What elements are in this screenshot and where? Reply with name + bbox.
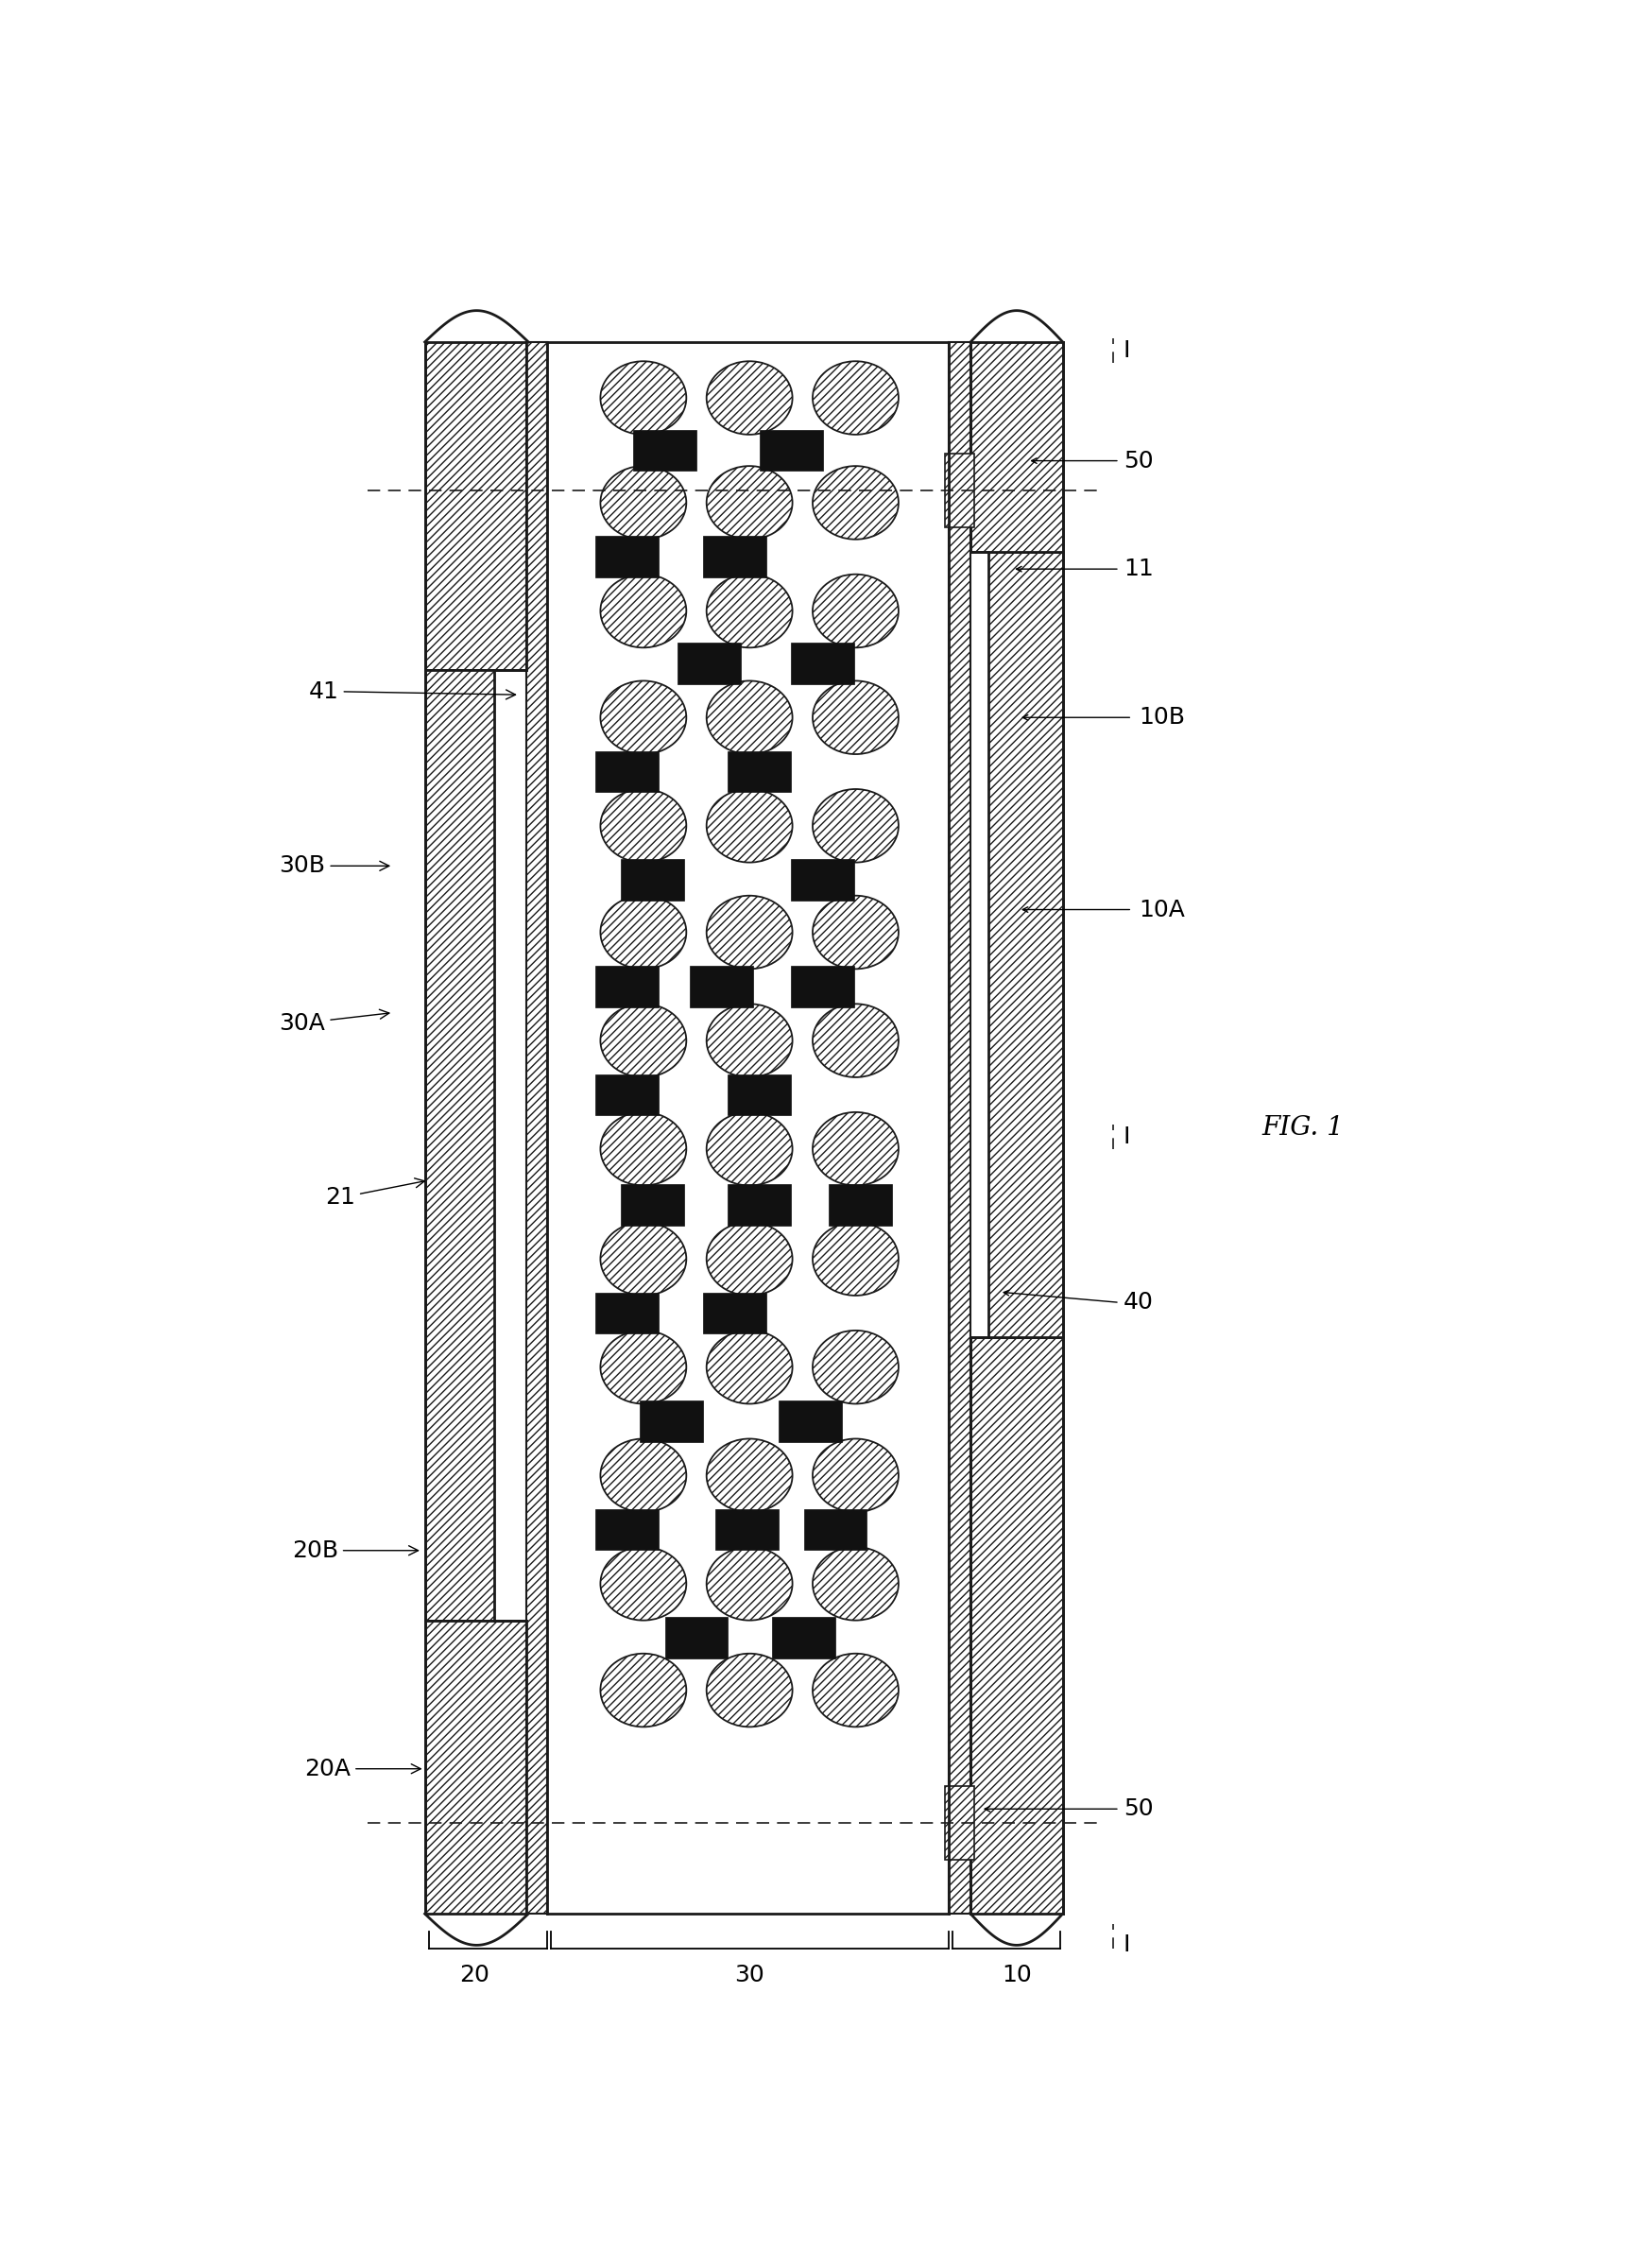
Text: 20A: 20A [305, 1758, 421, 1780]
Text: 30B: 30B [279, 855, 390, 878]
Text: 21: 21 [324, 1179, 424, 1209]
Ellipse shape [706, 1005, 792, 1077]
Bar [830, 1184, 892, 1225]
Bar [595, 535, 659, 578]
Bar [729, 1184, 791, 1225]
Ellipse shape [600, 361, 686, 435]
Ellipse shape [600, 574, 686, 649]
Ellipse shape [813, 789, 898, 862]
Bar [621, 1184, 683, 1225]
Ellipse shape [813, 574, 898, 649]
Text: I: I [1123, 1935, 1131, 1957]
Ellipse shape [600, 789, 686, 862]
Ellipse shape [813, 1005, 898, 1077]
Bar [729, 751, 791, 792]
Bar [945, 1787, 975, 1860]
Ellipse shape [706, 361, 792, 435]
Bar [526, 342, 548, 1914]
Bar [425, 671, 494, 1619]
Ellipse shape [706, 574, 792, 649]
Ellipse shape [600, 1111, 686, 1186]
Text: 20B: 20B [292, 1540, 419, 1563]
Ellipse shape [600, 465, 686, 540]
Ellipse shape [600, 1653, 686, 1726]
Bar [970, 1338, 1063, 1914]
Bar [595, 966, 659, 1007]
Bar [678, 642, 740, 685]
Ellipse shape [813, 680, 898, 755]
Text: I: I [1123, 340, 1131, 363]
Bar [791, 966, 854, 1007]
Bar [425, 1619, 526, 1914]
Ellipse shape [706, 1222, 792, 1295]
Bar [632, 429, 696, 472]
Bar [548, 342, 949, 1914]
Text: 10: 10 [1002, 1964, 1032, 1987]
Bar [595, 1293, 659, 1334]
Ellipse shape [706, 680, 792, 755]
Bar [639, 1402, 703, 1442]
Text: 11: 11 [1123, 558, 1154, 581]
Bar [595, 751, 659, 792]
Ellipse shape [813, 1438, 898, 1513]
Bar [716, 1508, 779, 1551]
Ellipse shape [813, 1547, 898, 1619]
Bar [945, 454, 975, 526]
Ellipse shape [706, 1438, 792, 1513]
Bar [773, 1617, 835, 1658]
Bar [595, 1075, 659, 1116]
Ellipse shape [706, 1111, 792, 1186]
Ellipse shape [813, 1331, 898, 1404]
Ellipse shape [706, 789, 792, 862]
Bar [804, 1508, 867, 1551]
Text: I: I [1123, 1125, 1131, 1148]
Ellipse shape [706, 1547, 792, 1619]
Ellipse shape [706, 465, 792, 540]
Ellipse shape [706, 896, 792, 968]
Bar [791, 642, 854, 685]
Ellipse shape [813, 465, 898, 540]
Bar [425, 342, 526, 671]
Ellipse shape [706, 1331, 792, 1404]
Ellipse shape [813, 361, 898, 435]
Bar [988, 551, 1063, 1338]
Ellipse shape [600, 1222, 686, 1295]
Text: 30: 30 [735, 1964, 764, 1987]
Ellipse shape [813, 1653, 898, 1726]
Bar [760, 429, 823, 472]
Bar [621, 860, 683, 900]
Text: 40: 40 [1123, 1290, 1154, 1313]
Bar [689, 966, 753, 1007]
Ellipse shape [813, 896, 898, 968]
Bar [729, 1075, 791, 1116]
Bar [791, 860, 854, 900]
Bar [970, 342, 1063, 551]
Bar [779, 1402, 841, 1442]
Text: 20: 20 [460, 1964, 489, 1987]
Text: 30A: 30A [279, 1009, 390, 1034]
Ellipse shape [706, 1653, 792, 1726]
Ellipse shape [813, 1222, 898, 1295]
Ellipse shape [600, 1547, 686, 1619]
Bar [665, 1617, 729, 1658]
Text: 10B: 10B [1138, 705, 1185, 728]
Ellipse shape [600, 1005, 686, 1077]
Text: FIG. 1: FIG. 1 [1262, 1116, 1343, 1141]
Text: 50: 50 [1123, 1799, 1154, 1821]
Ellipse shape [600, 680, 686, 755]
Text: 41: 41 [308, 680, 515, 703]
Ellipse shape [600, 1438, 686, 1513]
Ellipse shape [813, 1111, 898, 1186]
Bar [595, 1508, 659, 1551]
Bar [703, 535, 766, 578]
Ellipse shape [600, 1331, 686, 1404]
Text: 50: 50 [1123, 449, 1154, 472]
Ellipse shape [600, 896, 686, 968]
Bar [703, 1293, 766, 1334]
Text: 10A: 10A [1138, 898, 1185, 921]
Bar [949, 342, 970, 1914]
